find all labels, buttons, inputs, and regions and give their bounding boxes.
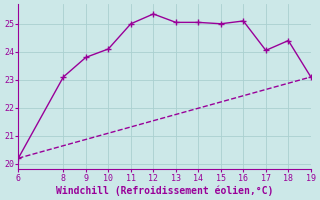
- X-axis label: Windchill (Refroidissement éolien,°C): Windchill (Refroidissement éolien,°C): [56, 185, 273, 196]
